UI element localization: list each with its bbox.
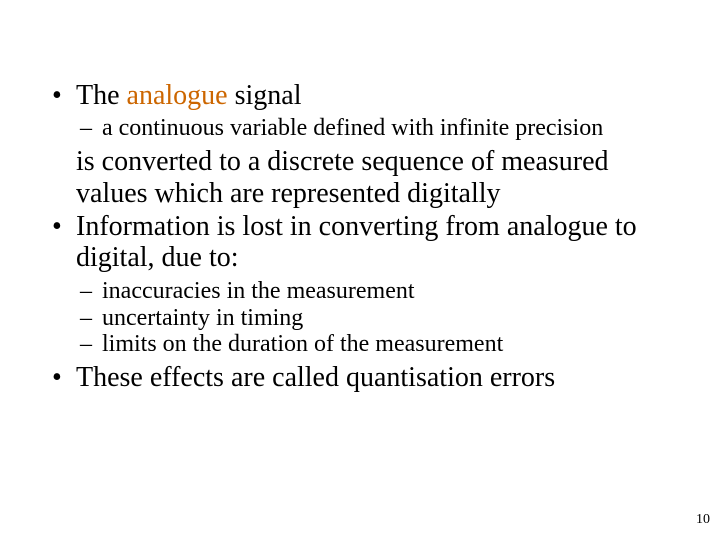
sub-text: uncertainty in timing xyxy=(102,305,303,331)
sub-item: limits on the duration of the measuremen… xyxy=(76,331,672,358)
bullet-continuation: is converted to a discrete sequence of m… xyxy=(76,146,672,209)
bullet-item: Information is lost in converting from a… xyxy=(48,211,672,358)
bullet-text-pre: The xyxy=(76,80,127,111)
slide: The analogue signal a continuous variabl… xyxy=(0,0,720,540)
bullet-text-post: signal xyxy=(228,80,302,111)
bullet-item: The analogue signal a continuous variabl… xyxy=(48,80,672,209)
bullet-text-accent: analogue xyxy=(127,80,228,111)
sub-list: inaccuracies in the measurement uncertai… xyxy=(76,278,672,359)
bullet-item: These effects are called quantisation er… xyxy=(48,362,672,393)
sub-item: uncertainty in timing xyxy=(76,305,672,332)
sub-text: inaccuracies in the measurement xyxy=(102,278,415,304)
page-number: 10 xyxy=(696,512,710,528)
sub-item: inaccuracies in the measurement xyxy=(76,278,672,305)
sub-text: limits on the duration of the measuremen… xyxy=(102,331,503,357)
bullet-list: The analogue signal a continuous variabl… xyxy=(48,80,672,394)
bullet-text: These effects are called quantisation er… xyxy=(76,362,555,393)
sub-list: a continuous variable defined with infin… xyxy=(76,115,672,142)
bullet-text: Information is lost in converting from a… xyxy=(76,211,637,273)
sub-text: a continuous variable defined with infin… xyxy=(102,115,603,141)
sub-item: a continuous variable defined with infin… xyxy=(76,115,672,142)
